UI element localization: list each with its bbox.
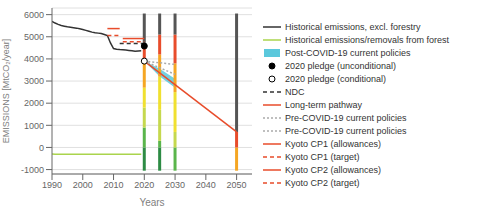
svg-text:2050: 2050 [227,180,247,190]
svg-text:2000: 2000 [73,180,93,190]
svg-text:Years: Years [139,197,164,208]
svg-text:2010: 2010 [104,180,124,190]
html-text:Historical emissions/removals: Historical emissions/removals from fores… [285,35,449,45]
html-text:Pre-COVID-19 current policies: Pre-COVID-19 current policies [285,113,407,123]
svg-text:1990: 1990 [42,180,62,190]
html-text:Post-COVID-19 current policies: Post-COVID-19 current policies [285,48,411,58]
html-text:NDC: NDC [285,87,305,97]
svg-text:EMISSIONS [MtCO₂/year]: EMISSIONS [MtCO₂/year] [8,39,11,144]
html-text:Long-term pathway: Long-term pathway [285,100,362,110]
html-text:2020 pledge (unconditional): 2020 pledge (unconditional) [285,61,397,71]
svg-text:0: 0 [39,143,44,153]
html-text:Kyoto CP1 (target): Kyoto CP1 (target) [285,152,360,162]
svg-text:1000: 1000 [24,121,44,131]
svg-text:3000: 3000 [24,76,44,86]
html-text:Kyoto CP1 (allowances): Kyoto CP1 (allowances) [285,139,381,149]
svg-text:2030: 2030 [165,180,185,190]
html-text:Kyoto CP2 (allowances): Kyoto CP2 (allowances) [285,165,381,175]
html-text:Historical emissions, excl. fo: Historical emissions, excl. forestry [285,22,421,32]
svg-text:-1000: -1000 [21,165,44,175]
svg-text:2040: 2040 [196,180,216,190]
svg-text:2020: 2020 [134,180,154,190]
html-text:2020 pledge (conditional): 2020 pledge (conditional) [285,74,387,84]
svg-text:2000: 2000 [24,98,44,108]
svg-text:5000: 5000 [24,32,44,42]
html-text:Pre-COVID-19 current policies: Pre-COVID-19 current policies [285,126,407,136]
svg-text:4000: 4000 [24,54,44,64]
html-text:Kyoto CP2 (target): Kyoto CP2 (target) [285,178,360,188]
svg-text:6000: 6000 [24,10,44,20]
